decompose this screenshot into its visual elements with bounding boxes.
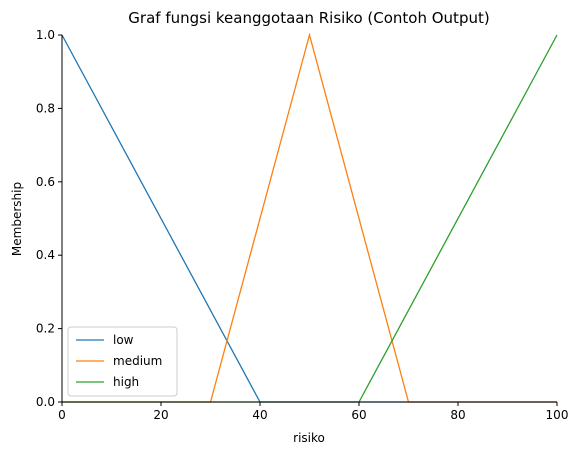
x-tick-label: 0 xyxy=(58,408,66,422)
legend-label-low: low xyxy=(113,333,134,347)
x-tick-label: 80 xyxy=(450,408,465,422)
y-tick-label: 1.0 xyxy=(36,28,55,42)
legend: low medium high xyxy=(67,326,178,397)
legend-box xyxy=(67,326,178,397)
y-tick-label: 0.6 xyxy=(36,175,55,189)
x-tick-label: 100 xyxy=(546,408,569,422)
chart-title: Graf fungsi keanggotaan Risiko (Contoh O… xyxy=(128,9,489,27)
axes-layer xyxy=(61,35,557,403)
legend-label-medium: medium xyxy=(113,354,162,368)
legend-label-high: high xyxy=(113,375,139,389)
x-tick-label: 20 xyxy=(153,408,168,422)
y-axis-label: Membership xyxy=(10,182,24,256)
x-tick-label: 60 xyxy=(351,408,366,422)
y-tick-label: 0.2 xyxy=(36,322,55,336)
y-tick-label: 0.4 xyxy=(36,248,55,262)
y-tick-label: 0.8 xyxy=(36,101,55,115)
x-tick-label: 40 xyxy=(252,408,267,422)
ticks-layer: 0 20 40 60 80 100 0.0 0.2 0.4 0.6 0.8 1.0 xyxy=(36,28,569,422)
x-axis-label: risiko xyxy=(293,431,325,445)
y-tick-label: 0.0 xyxy=(36,395,55,409)
